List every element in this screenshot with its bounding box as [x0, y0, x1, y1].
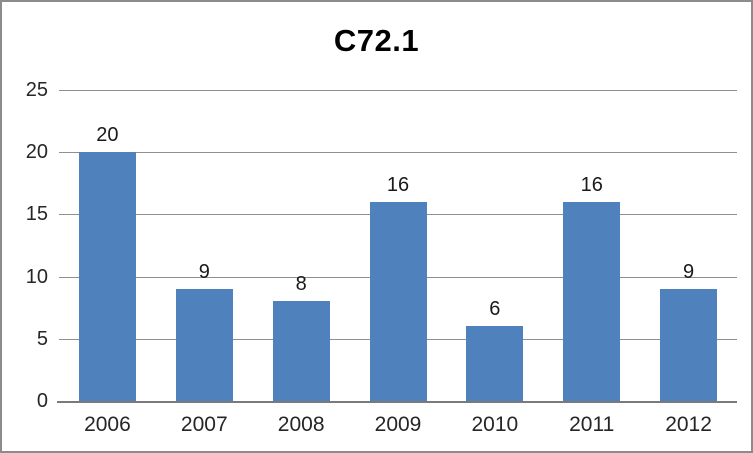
bar-2010 — [466, 326, 524, 401]
bar-value-label: 6 — [489, 298, 501, 321]
bar-value-label: 16 — [580, 173, 603, 196]
bar-2006 — [78, 152, 136, 401]
x-tick-label: 2007 — [180, 413, 228, 436]
y-tick-label: 0 — [36, 390, 48, 412]
y-tick-label: 10 — [25, 265, 48, 288]
x-tick-label: 2012 — [665, 413, 712, 436]
bar-2011 — [563, 201, 621, 401]
y-tick-label: 5 — [36, 327, 48, 350]
bar-value-label: 9 — [198, 261, 210, 284]
bar-2008 — [272, 301, 330, 401]
x-tick-label: 2006 — [84, 413, 131, 436]
x-tick-label: 2009 — [374, 413, 422, 436]
bar-value-label: 9 — [683, 261, 695, 284]
bar-value-label: 16 — [386, 173, 410, 196]
bar-2012 — [660, 289, 718, 401]
x-axis-line — [57, 401, 737, 403]
x-tick-label: 2008 — [277, 413, 325, 436]
y-tick-label: 25 — [25, 79, 48, 101]
y-tick-label: 20 — [25, 141, 48, 164]
bar-2007 — [175, 289, 233, 401]
x-tick-label: 2011 — [569, 413, 615, 436]
gridline — [59, 152, 737, 154]
chart-title: C72.1 — [333, 23, 420, 58]
gridline — [59, 90, 737, 91]
bar-2009 — [369, 201, 427, 401]
x-tick-label: 2010 — [471, 413, 519, 436]
bar-value-label: 8 — [295, 273, 307, 296]
y-tick-label: 15 — [25, 203, 48, 226]
bar-value-label: 20 — [96, 124, 119, 147]
